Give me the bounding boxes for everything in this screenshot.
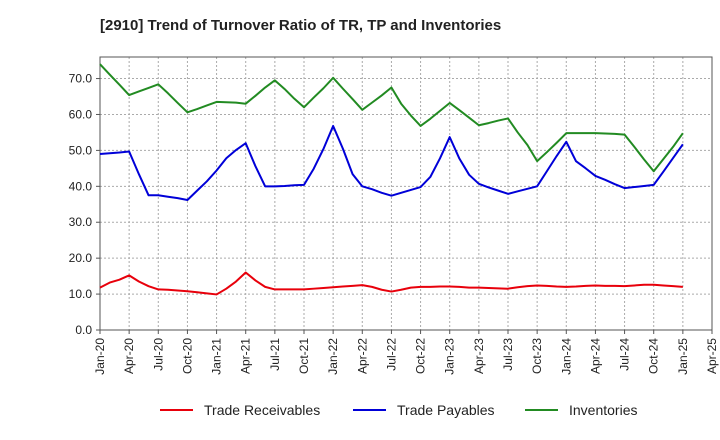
x-tick-label: Apr-23 [472, 338, 486, 374]
x-tick-label: Jan-25 [676, 338, 690, 375]
legend-label-trade-payables: Trade Payables [397, 402, 495, 418]
plot-frame [99, 56, 713, 331]
x-tick-label: Jul-21 [268, 338, 282, 371]
x-tick-label: Jan-24 [559, 338, 573, 375]
y-tick-label: 30.0 [69, 215, 93, 229]
legend-label-trade-receivables: Trade Receivables [204, 402, 320, 418]
y-tick-label: 50.0 [69, 143, 93, 157]
legend-label-inventories: Inventories [569, 402, 637, 418]
x-tick-label: Apr-22 [355, 338, 369, 374]
series-layer [99, 63, 684, 296]
x-tick-label: Jan-22 [326, 338, 340, 375]
grid-lines [99, 57, 713, 331]
series-line-trade-payables [99, 124, 684, 201]
y-tick-label: 10.0 [69, 287, 93, 301]
chart-title: [2910] Trend of Turnover Ratio of TR, TP… [100, 17, 501, 34]
x-tick-label: Jan-21 [210, 338, 224, 375]
y-tick-label: 60.0 [69, 107, 93, 121]
x-tick-label: Oct-20 [180, 338, 194, 374]
x-tick-label: Oct-22 [414, 338, 428, 374]
x-tick-label: Jul-24 [618, 338, 632, 371]
y-tick-label: 20.0 [69, 251, 93, 265]
x-tick-label: Apr-25 [705, 338, 719, 374]
x-tick-label: Apr-24 [588, 338, 602, 374]
x-axis: Jan-20 Apr-20 Jul-20 Oct-20 Jan-21 Apr-21 Jul-… [93, 330, 719, 375]
series-line-inventories [99, 63, 684, 173]
x-tick-label: Apr-21 [239, 338, 253, 374]
y-tick-label: 70.0 [69, 72, 93, 86]
y-tick-label: 40.0 [69, 179, 93, 193]
x-tick-label: Oct-24 [647, 338, 661, 374]
y-tick-label: 0.0 [75, 323, 92, 337]
x-tick-label: Apr-20 [122, 338, 136, 374]
y-axis: 0.0 10.0 20.0 30.0 40.0 50.0 60.0 70.0 [69, 72, 100, 337]
x-tick-label: Jan-20 [93, 338, 107, 375]
x-tick-label: Jul-20 [151, 338, 165, 371]
x-tick-label: Oct-23 [530, 338, 544, 374]
series-line-trade-receivables [99, 271, 683, 296]
x-tick-label: Oct-21 [297, 338, 311, 374]
x-tick-label: Jul-22 [384, 338, 398, 371]
legend: Trade Receivables Trade Payables Inventori… [160, 402, 637, 418]
x-tick-label: Jul-23 [501, 338, 515, 371]
x-tick-label: Jan-23 [443, 338, 457, 375]
